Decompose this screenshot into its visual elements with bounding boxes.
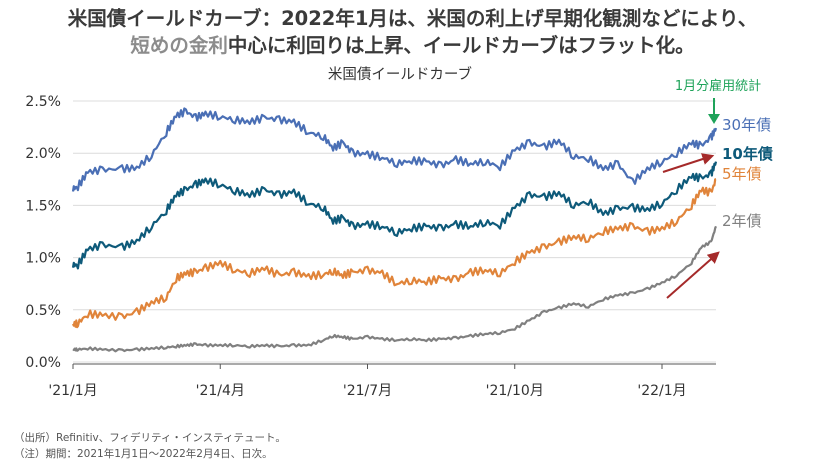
headline-line-2: 短めの金利中心に利回りは上昇、イールドカーブはフラット化。 [0, 32, 825, 59]
series-line [72, 225, 718, 353]
series-line [71, 107, 718, 192]
source-note: （出所）Refinitiv、フィデリティ・インスティテュート。 [14, 432, 286, 444]
headline-highlight: 短めの金利 [130, 34, 228, 57]
y-tick-label: 2.0% [25, 146, 61, 162]
x-tick-label: '21/4月 [196, 383, 245, 399]
chart-title: 米国債イールドカーブ [328, 65, 472, 83]
annotation-label: 1月分雇用統計 [675, 78, 761, 94]
x-tick-label: '21/1月 [48, 383, 97, 399]
trend-arrows [662, 153, 720, 299]
headline-line-1: 米国債イールドカーブ：2022年1月は、米国の利上げ早期化観測などにより、 [67, 7, 758, 30]
headline-rest: 中心に利回りは上昇、イールドカーブはフラット化。 [227, 34, 695, 57]
annotation-arrow-head [708, 114, 720, 124]
arrow-up-10y [662, 153, 715, 173]
series-label: 30年債 [722, 116, 771, 134]
series-label: 5年債 [722, 165, 762, 183]
y-tick-label: 0.5% [25, 303, 61, 319]
y-tick-label: 2.5% [25, 94, 61, 110]
y-tick-label: 1.5% [25, 198, 61, 214]
series-lines [71, 107, 718, 353]
y-tick-label: 1.0% [25, 251, 61, 267]
series-labels: 30年債 10年債 5年債 2年債 [722, 116, 773, 230]
y-axis: 0.0% 0.5% 1.0% 1.5% 2.0% 2.5% [25, 94, 61, 371]
arrow-up-2y [666, 251, 720, 299]
x-tick-label: '22/1月 [637, 383, 686, 399]
x-axis: '21/1月 '21/4月 '21/7月 '21/10月 '22/1月 [48, 363, 716, 399]
chart-grid [73, 100, 716, 363]
period-note: （注）期間：2021年1月1日～2022年2月4日、日次。 [14, 448, 273, 460]
yield-curve-chart: 米国債イールドカーブ 0.0% 0.5% 1.0% 1.5% 2.0% 2.5% '21/… [25, 65, 773, 399]
series-label: 10年債 [722, 145, 773, 163]
x-tick-label: '21/7月 [343, 383, 392, 399]
employment-annotation: 1月分雇用統計 [675, 78, 761, 124]
x-tick-label: '21/10月 [486, 383, 544, 399]
series-line [72, 178, 717, 329]
series-line [71, 161, 718, 270]
series-label: 2年債 [722, 212, 762, 230]
y-tick-label: 0.0% [25, 355, 61, 371]
